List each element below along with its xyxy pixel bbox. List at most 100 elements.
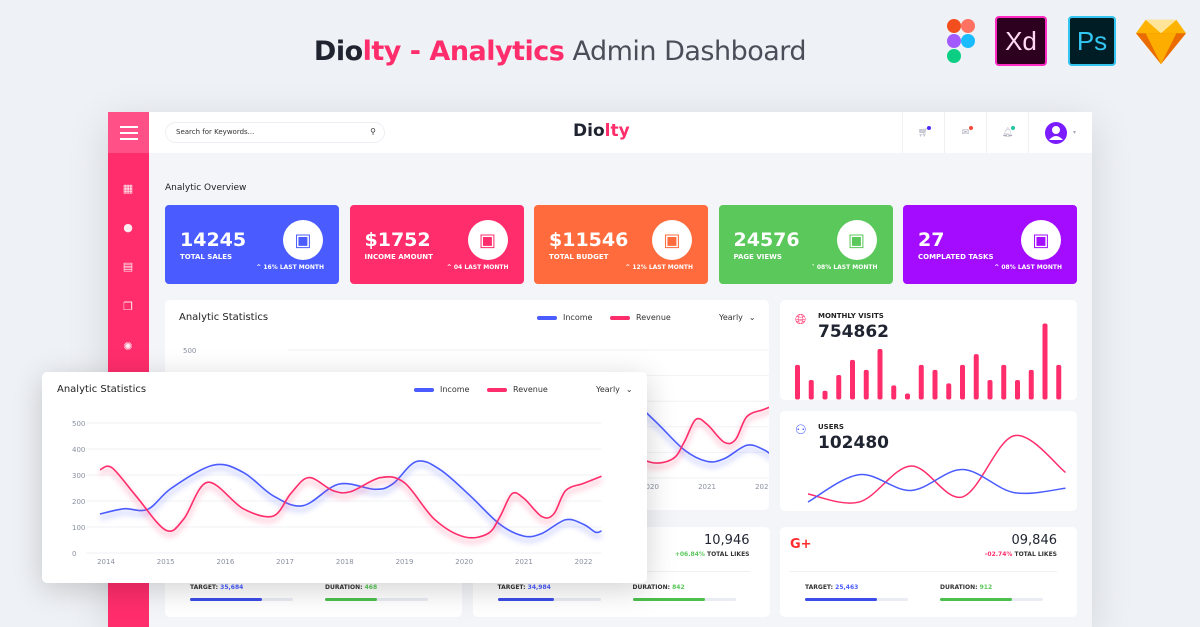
- visit-bar: [987, 379, 993, 400]
- card-label: MONTHLY VISITS: [818, 312, 884, 320]
- duration-label: DURATION:: [632, 584, 671, 591]
- line-chart: 0 100 200 300 400 500 2014 2015 2016 2017 2018 2019…: [72, 420, 603, 566]
- monthly-visits-card: 🌐︎ MONTHLY VISITS 754862: [780, 300, 1077, 400]
- pages-icon[interactable]: ❐: [123, 300, 133, 313]
- visit-bar: [905, 393, 910, 400]
- stat-value: 27: [918, 229, 945, 251]
- dash: -: [400, 36, 430, 67]
- section-title: Analytic Overview: [165, 183, 247, 193]
- x-tick-label: 2014: [97, 558, 115, 566]
- legend-label: Revenue: [513, 385, 548, 394]
- photoshop-icon: Ps: [1068, 16, 1116, 66]
- legend-income[interactable]: Income: [537, 313, 592, 322]
- stat-label: COMPLATED TASKS: [918, 253, 994, 261]
- document-icon[interactable]: ▤: [122, 260, 134, 273]
- legend-label: Income: [440, 385, 470, 394]
- visit-bar: [1001, 364, 1007, 400]
- users-line-chart: [807, 434, 1066, 504]
- adobe-xd-icon: Xd: [995, 16, 1047, 66]
- divider: [790, 571, 1057, 572]
- visit-bar: [891, 385, 897, 400]
- series-glow: [99, 462, 603, 543]
- menu-toggle-button[interactable]: [108, 112, 149, 153]
- stat-label: INCOME AMOUNT: [364, 253, 433, 261]
- target-progress: [497, 598, 601, 601]
- target-progress: [190, 598, 293, 601]
- visit-bar: [960, 364, 965, 400]
- x-tick-label: 2022: [755, 483, 769, 491]
- duration-progress: [940, 598, 1043, 601]
- stat-trend: ^ 12% LAST MONTH: [625, 264, 693, 271]
- visit-bar: [822, 390, 828, 400]
- stat-trend: ˅ 08% LAST MONTH: [811, 264, 878, 271]
- stat-card[interactable]: 24576 PAGE VIEWS ▣ ˅ 08% LAST MONTH: [718, 205, 893, 284]
- profile-menu[interactable]: ▾: [1028, 112, 1092, 153]
- target-value: 34,984: [527, 584, 551, 591]
- social-value: 09,846: [1011, 533, 1058, 548]
- legend-revenue[interactable]: Revenue: [487, 385, 548, 394]
- target-label: TARGET:: [497, 584, 526, 591]
- x-tick-label: 2018: [336, 558, 354, 566]
- social-change: +06.84%: [674, 551, 705, 558]
- target-label: TARGET:: [805, 584, 834, 591]
- x-tick-label: 2019: [396, 558, 414, 566]
- topbar: Search for Keywords... ⚲ Diolty 🛒︎ ✉︎ 🔔︎ …: [149, 112, 1092, 153]
- visit-bar: [1028, 369, 1034, 400]
- messages-button[interactable]: ✉︎: [944, 112, 986, 153]
- stat-trend: ^ 04 LAST MONTH: [446, 264, 509, 271]
- cart-button[interactable]: 🛒︎: [902, 112, 944, 153]
- money-stack-icon: ▣: [283, 220, 323, 260]
- stat-card[interactable]: 27 COMPLATED TASKS ▣ ^ 08% LAST MONTH: [903, 205, 1077, 284]
- visit-bar: [877, 349, 883, 400]
- hero-rest: Admin Dashboard: [564, 36, 807, 67]
- y-tick-label: 0: [72, 550, 76, 558]
- y-tick-label: 100: [72, 524, 85, 532]
- users-series-line: [807, 468, 1066, 503]
- visit-bar: [918, 364, 924, 400]
- stat-card[interactable]: 14245 TOTAL SALES ▣ ^ 16% LAST MONTH: [165, 205, 339, 284]
- x-tick-label: 2020: [455, 558, 473, 566]
- search-icon[interactable]: ⚲: [370, 127, 376, 136]
- stat-trend: ^ 16% LAST MONTH: [256, 264, 324, 271]
- logo-part: lty: [604, 121, 630, 141]
- logo: Diolty: [573, 121, 630, 141]
- notifications-button[interactable]: 🔔︎: [986, 112, 1028, 153]
- series-line-income: [99, 460, 602, 538]
- stat-card[interactable]: $11546 TOTAL BUDGET ▣ ^ 12% LAST MONTH: [534, 205, 708, 284]
- duration-value: 912: [979, 584, 993, 591]
- search-input[interactable]: Search for Keywords... ⚲: [165, 122, 385, 143]
- period-select[interactable]: Yearly ⌄: [719, 313, 756, 322]
- stat-trend: ^ 08% LAST MONTH: [994, 264, 1062, 271]
- user-icon[interactable]: ●: [123, 221, 133, 234]
- chart-title: Analytic Statistics: [179, 312, 269, 323]
- card-value: 754862: [818, 322, 889, 342]
- settings-icon[interactable]: ✺: [123, 340, 133, 353]
- visit-bar: [795, 364, 800, 400]
- legend-label: Revenue: [636, 313, 671, 322]
- visit-bar: [932, 369, 938, 400]
- social-change: -02.74%: [984, 551, 1013, 558]
- y-tick-label: 300: [72, 472, 85, 480]
- globe-icon: 🌐︎: [795, 312, 807, 328]
- stat-label: PAGE VIEWS: [733, 253, 782, 261]
- legend-income[interactable]: Income: [414, 385, 469, 394]
- y-tick-label: 500: [183, 347, 196, 355]
- users-card: ⚇ USERS 102480: [780, 411, 1077, 511]
- x-tick-label: 2021: [515, 558, 533, 566]
- stat-card[interactable]: $1752 INCOME AMOUNT ▣ ^ 04 LAST MONTH: [349, 205, 524, 284]
- stat-value: 24576: [733, 229, 800, 251]
- search-placeholder: Search for Keywords...: [176, 128, 255, 136]
- users-series-line: [807, 434, 1066, 504]
- chart-title: Analytic Statistics: [57, 384, 147, 395]
- stat-label: TOTAL BUDGET: [549, 253, 609, 261]
- chevron-down-icon: ⌄: [625, 385, 633, 394]
- period-select[interactable]: Yearly ⌄: [596, 385, 633, 394]
- card-value: 102480: [818, 433, 889, 453]
- sketch-icon: [1136, 16, 1186, 66]
- analytic-statistics-card: Analytic Statistics Income Revenue Yearl…: [42, 372, 647, 583]
- legend-revenue[interactable]: Revenue: [610, 313, 671, 322]
- visit-bar: [1042, 323, 1048, 400]
- dashboard-icon[interactable]: ▦: [122, 182, 134, 195]
- duration-progress: [325, 598, 428, 601]
- google-plus-icon: G+: [790, 537, 812, 552]
